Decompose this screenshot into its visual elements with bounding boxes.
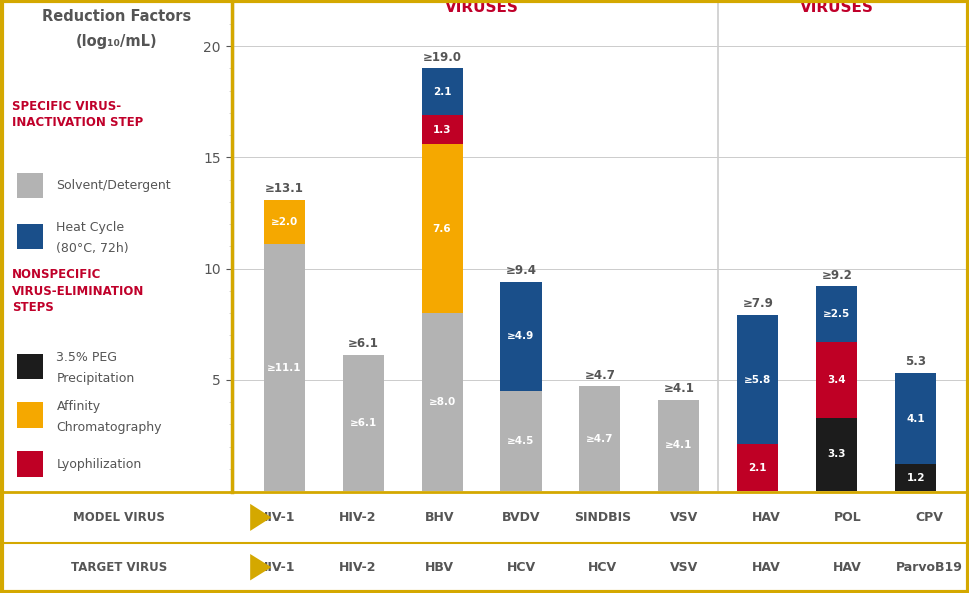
Text: ≥13.1: ≥13.1 [265,182,303,195]
Text: 3.4: 3.4 [827,375,845,385]
Text: NONSPECIFIC
VIRUS-ELIMINATION
STEPS: NONSPECIFIC VIRUS-ELIMINATION STEPS [12,269,144,314]
Bar [894,373,935,464]
Bar [658,400,699,491]
Text: ≥19.0: ≥19.0 [422,50,461,63]
Bar [422,115,462,144]
Polygon shape [250,504,271,531]
Text: POL: POL [833,511,860,524]
Text: ≥2.5: ≥2.5 [823,309,850,319]
Bar [500,391,541,491]
Text: VSV: VSV [670,561,698,573]
Text: Reduction Factors: Reduction Factors [43,9,191,24]
Text: SPECIFIC VIRUS-
INACTIVATION STEP: SPECIFIC VIRUS- INACTIVATION STEP [12,100,143,129]
Bar [816,342,857,417]
Text: 5.3: 5.3 [904,355,925,368]
Bar [422,313,462,491]
Text: ≥4.7: ≥4.7 [585,433,613,444]
Text: 1.2: 1.2 [906,473,924,483]
Text: ≥7.9: ≥7.9 [741,298,772,310]
Text: HIV-2: HIV-2 [339,561,376,573]
Text: 3.5% PEG: 3.5% PEG [56,351,117,364]
Bar [422,144,462,313]
Bar [342,355,383,491]
Bar [264,200,304,244]
Text: 2.1: 2.1 [432,87,451,97]
Text: VSV: VSV [670,511,698,524]
Text: Precipitation: Precipitation [56,372,135,385]
Text: ≥2.0: ≥2.0 [270,217,297,227]
Text: ENVELOPED
VIRUSES: ENVELOPED VIRUSES [430,0,532,15]
Text: MODEL VIRUS: MODEL VIRUS [74,511,165,524]
Text: HCV: HCV [587,561,617,573]
Text: ≥4.5: ≥4.5 [507,436,534,446]
Text: ≥6.1: ≥6.1 [349,418,376,428]
Text: HAV: HAV [832,561,861,573]
Text: ≥9.2: ≥9.2 [821,269,852,282]
Text: 3.3: 3.3 [827,449,845,460]
Bar [16,173,43,198]
Text: BVDV: BVDV [502,511,540,524]
Text: Heat Cycle: Heat Cycle [56,221,124,234]
Text: (log₁₀/mL): (log₁₀/mL) [76,34,158,49]
Bar [736,444,777,491]
Text: 4.1: 4.1 [905,414,924,424]
Text: CPV: CPV [915,511,942,524]
Text: Affinity: Affinity [56,400,101,413]
Text: ≥6.1: ≥6.1 [347,337,378,350]
Text: HIV-1: HIV-1 [258,561,295,573]
Bar [894,464,935,491]
Polygon shape [250,554,271,581]
Text: HIV-2: HIV-2 [339,511,376,524]
Bar [16,353,43,379]
Bar [816,286,857,342]
Text: HCV: HCV [506,561,535,573]
Text: ≥4.1: ≥4.1 [665,441,692,451]
Bar [16,224,43,249]
Bar [16,451,43,477]
Text: HAV: HAV [751,511,780,524]
Text: ParvoB19: ParvoB19 [894,561,961,573]
Text: BHV: BHV [424,511,453,524]
Text: ≥4.7: ≥4.7 [584,369,614,382]
Bar [16,403,43,428]
Text: HBV: HBV [424,561,453,573]
Text: ≥9.4: ≥9.4 [505,264,536,277]
Text: ≥4.9: ≥4.9 [507,331,534,342]
Text: Solvent/Detergent: Solvent/Detergent [56,178,171,192]
Text: Chromatography: Chromatography [56,421,162,434]
Bar [578,387,620,491]
Bar [736,315,777,444]
Text: 7.6: 7.6 [432,224,451,234]
Text: ≥4.1: ≥4.1 [663,382,694,395]
Bar [500,282,541,391]
Text: Lyophilization: Lyophilization [56,458,141,471]
Text: 2.1: 2.1 [748,463,766,473]
Text: HIV-1: HIV-1 [258,511,295,524]
Bar [816,417,857,491]
Text: ≥5.8: ≥5.8 [743,375,770,385]
Bar [422,69,462,115]
Text: 1.3: 1.3 [432,125,451,135]
Text: (80°C, 72h): (80°C, 72h) [56,243,129,256]
Text: TARGET VIRUS: TARGET VIRUS [71,561,168,573]
Text: NONENVELOPED
VIRUSES: NONENVELOPED VIRUSES [766,0,906,15]
Text: ≥8.0: ≥8.0 [428,397,455,407]
Text: HAV: HAV [751,561,780,573]
Bar [264,244,304,491]
Text: ≥11.1: ≥11.1 [266,362,301,372]
Text: SINDBIS: SINDBIS [574,511,631,524]
